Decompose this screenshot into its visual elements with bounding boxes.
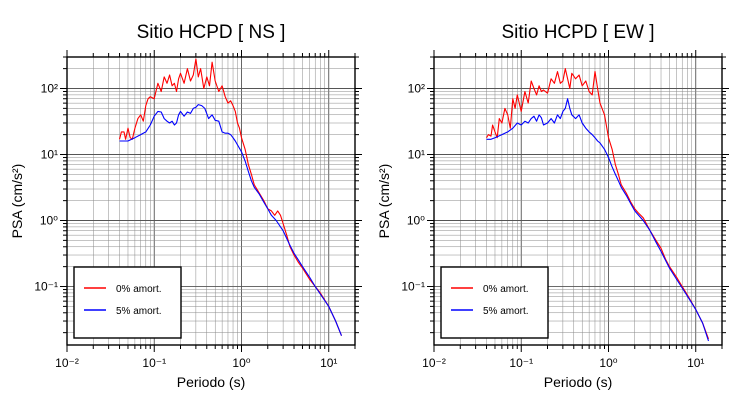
legend-box bbox=[73, 266, 182, 339]
x-tick-label: 10⁰ bbox=[232, 356, 250, 370]
series-layer bbox=[486, 68, 710, 342]
series-line-1 bbox=[119, 104, 343, 336]
y-tick-label: 10⁰ bbox=[407, 214, 425, 228]
legend-label-1: 5% amort. bbox=[116, 306, 162, 317]
legend-box bbox=[440, 266, 549, 339]
x-tick-label: 10⁻¹ bbox=[142, 356, 166, 370]
grid bbox=[66, 56, 356, 345]
series-line-0 bbox=[486, 68, 710, 340]
x-tick-label: 10¹ bbox=[687, 356, 704, 370]
legend-label-0: 0% amort. bbox=[483, 284, 529, 295]
x-tick-labels: 10⁻² 10⁻¹ 10⁰ 10¹ bbox=[55, 356, 337, 370]
y-axis-label: PSA (cm/s²) bbox=[9, 164, 25, 239]
y-tick-labels: 10⁻¹ 10⁰ 10¹ 10² bbox=[401, 81, 425, 293]
x-tick-label: 10⁻¹ bbox=[509, 356, 533, 370]
series-layer bbox=[118, 58, 343, 336]
y-tick-label: 10⁰ bbox=[40, 214, 58, 228]
x-tick-label: 10⁻² bbox=[55, 356, 79, 370]
y-tick-labels: 10⁻¹ 10⁰ 10¹ 10² bbox=[34, 81, 58, 293]
y-tick-label: 10¹ bbox=[408, 148, 425, 162]
x-axis-label: Periodo (s) bbox=[177, 374, 245, 390]
y-tick-label: 10⁻¹ bbox=[34, 280, 58, 294]
y-axis-label: PSA (cm/s²) bbox=[376, 164, 392, 239]
chart-title: Sitio HCPD [ NS ] bbox=[137, 22, 286, 43]
y-tick-label: 10¹ bbox=[41, 148, 58, 162]
y-tick-label: 10² bbox=[41, 81, 58, 95]
x-tick-label: 10¹ bbox=[320, 356, 337, 370]
x-tick-label: 10⁰ bbox=[599, 356, 617, 370]
chart-panel-ew: Sitio HCPD [ EW ] 10⁻² 10⁻¹ 10⁰ 10¹ 10⁻¹ 10⁰… bbox=[376, 22, 729, 390]
x-axis-label: Periodo (s) bbox=[544, 374, 612, 390]
series-line-0 bbox=[118, 58, 343, 336]
ticks bbox=[60, 50, 362, 352]
legend-label-1: 5% amort. bbox=[483, 306, 529, 317]
legend: 0% amort. 5% amort. bbox=[73, 266, 182, 339]
y-tick-label: 10⁻¹ bbox=[401, 280, 425, 294]
series-line-1 bbox=[486, 98, 710, 342]
x-tick-labels: 10⁻² 10⁻¹ 10⁰ 10¹ bbox=[422, 356, 704, 370]
legend-label-0: 0% amort. bbox=[116, 284, 162, 295]
chart-panel-ns: Sitio HCPD [ NS ] 10⁻² 10⁻¹ 10⁰ 10¹ 10⁻¹ 10⁰… bbox=[9, 22, 362, 390]
ticks bbox=[427, 50, 729, 352]
x-tick-label: 10⁻² bbox=[422, 356, 446, 370]
y-tick-label: 10² bbox=[408, 81, 425, 95]
legend: 0% amort. 5% amort. bbox=[440, 266, 549, 339]
chart-title: Sitio HCPD [ EW ] bbox=[501, 22, 654, 43]
